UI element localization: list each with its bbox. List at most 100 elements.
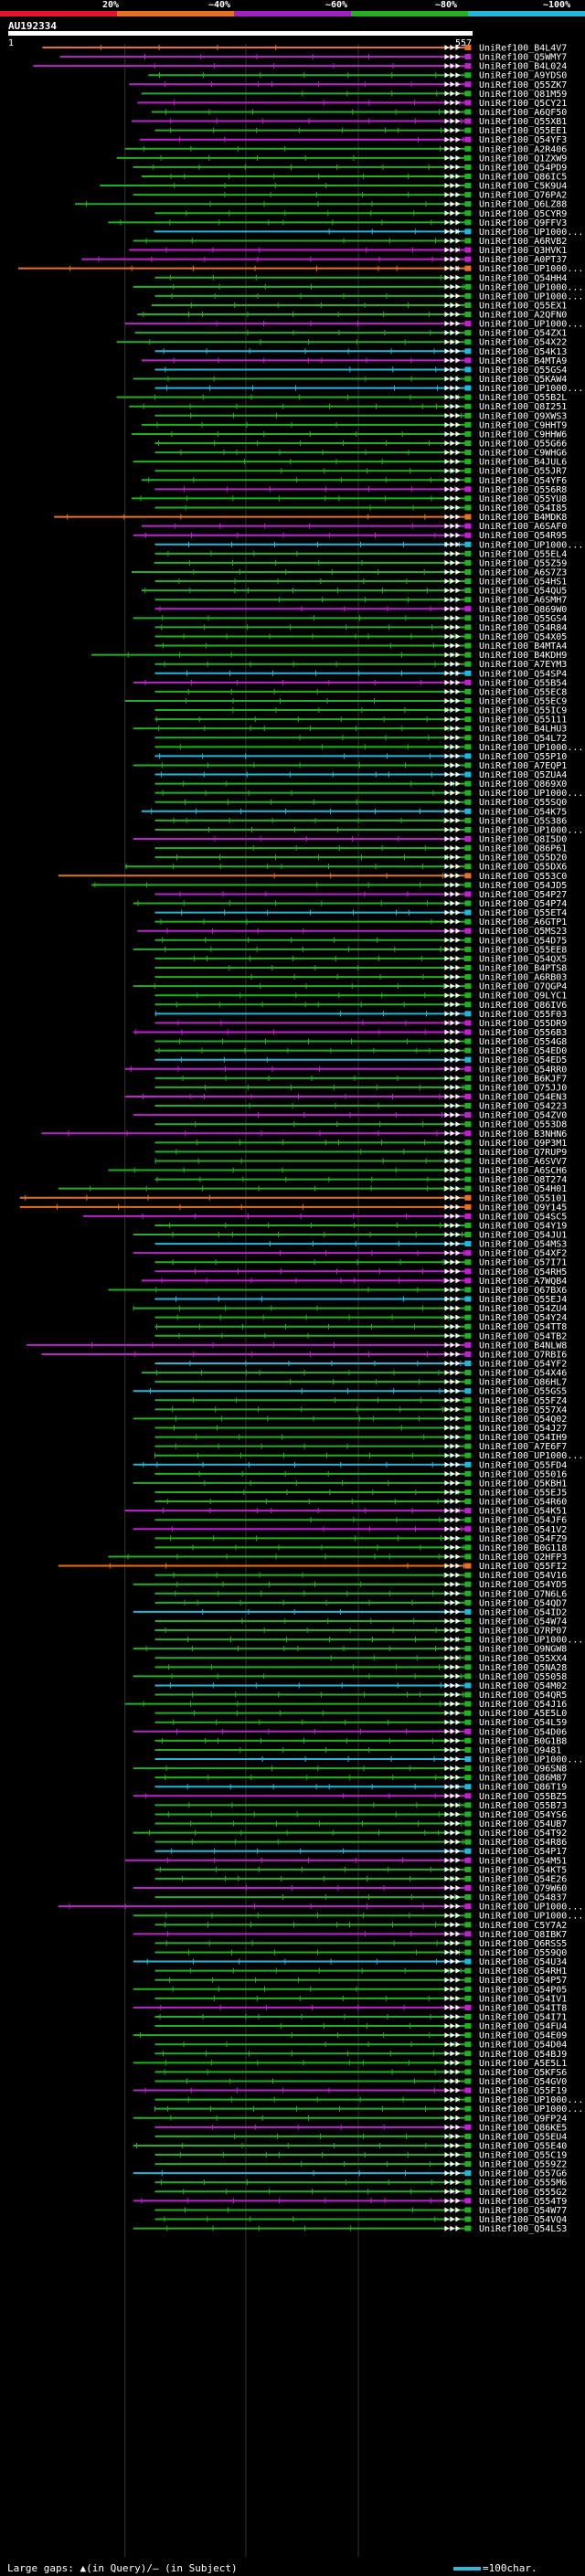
hit-row[interactable]: UniRef100_A6GTP1 (154, 917, 568, 928)
hit-row[interactable]: UniRef100_Q54J27 (154, 1424, 568, 1434)
hit-row[interactable]: UniRef100_Q54YS6 (154, 1810, 568, 1820)
hit-row[interactable]: UniRef100_Q55EC8 (154, 687, 568, 697)
hit-label[interactable]: UniRef100_Q54QD7 (479, 1598, 567, 1608)
hit-row[interactable]: UniRef100_B4L4V7 (42, 44, 567, 54)
hit-row[interactable]: UniRef100_Q54LS3 (133, 2224, 568, 2234)
hit-row[interactable]: UniRef100_B4MTA9 (141, 356, 567, 366)
hit-row[interactable]: UniRef100_Q54YF3 (140, 135, 567, 145)
hit-row[interactable]: UniRef100_Q54P05 (133, 1985, 568, 1995)
hit-label[interactable]: UniRef100_Q54FU4 (479, 2022, 567, 2032)
hit-row[interactable]: UniRef100_Q8I251 (129, 402, 567, 412)
hit-label[interactable]: UniRef100_Q55058 (479, 1672, 567, 1682)
hit-row[interactable]: UniRef100_Q54Y19 (154, 1221, 568, 1231)
hit-row[interactable]: UniRef100_Q55EC9 (124, 696, 568, 706)
hit-row[interactable]: UniRef100_Q54QD7 (154, 1598, 568, 1608)
hit-label[interactable]: UniRef100_UP1000... (479, 789, 583, 799)
hit-label[interactable]: UniRef100_B4L4V7 (479, 44, 567, 54)
hit-label[interactable]: UniRef100_Q54P05 (479, 1985, 567, 1995)
hit-row[interactable]: UniRef100_Q55FI2 (58, 1562, 568, 1572)
hit-row[interactable]: UniRef100_Q9NGW8 (133, 1645, 568, 1655)
hit-row[interactable]: UniRef100_Q55XB1 (131, 117, 567, 127)
hit-row[interactable]: UniRef100_Q54ED0 (154, 1046, 568, 1056)
hit-label[interactable]: UniRef100_UP1000... (479, 1636, 583, 1646)
hit-row[interactable]: UniRef100_Q54QR5 (154, 1691, 568, 1701)
hit-label[interactable]: UniRef100_Q86P61 (479, 844, 567, 854)
hit-label[interactable]: UniRef100_Q54X05 (479, 632, 567, 642)
hit-label[interactable]: UniRef100_Q55G66 (479, 440, 567, 450)
hit-row[interactable]: UniRef100_Q55XX4 (154, 1654, 568, 1664)
hit-label[interactable]: UniRef100_Q555M6 (479, 2178, 567, 2189)
hit-label[interactable]: UniRef100_Q55ZK7 (479, 80, 567, 90)
hit-label[interactable]: UniRef100_UP1000... (479, 384, 583, 394)
hit-label[interactable]: UniRef100_Q6LZ88 (479, 200, 567, 210)
hit-label[interactable]: UniRef100_Q54223 (479, 1102, 567, 1112)
hit-label[interactable]: UniRef100_Q54E26 (479, 1874, 567, 1884)
hit-label[interactable]: UniRef100_Q54D04 (479, 2041, 567, 2051)
hit-label[interactable]: UniRef100_Q54IT8 (479, 2003, 567, 2013)
hit-label[interactable]: UniRef100_Q55B73 (479, 1801, 567, 1811)
hit-row[interactable]: UniRef100_UP1000... (58, 1903, 584, 1913)
hit-row[interactable]: UniRef100_Q86IV6 (154, 1001, 568, 1011)
hit-row[interactable]: UniRef100_Q54ZV0 (133, 1111, 568, 1121)
hit-label[interactable]: UniRef100_Q3HVK1 (479, 246, 567, 256)
hit-label[interactable]: UniRef100_Q7RBI6 (479, 1350, 567, 1360)
hit-row[interactable]: UniRef100_Q5MS23 (137, 927, 567, 937)
hit-label[interactable]: UniRef100_Q7QGP4 (479, 982, 567, 992)
hit-label[interactable]: UniRef100_Q54X22 (479, 338, 567, 348)
hit-label[interactable]: UniRef100_Q55D20 (479, 853, 567, 864)
hit-row[interactable]: UniRef100_Q55B2L (116, 393, 568, 403)
hit-label[interactable]: UniRef100_Q55BZ5 (479, 1792, 567, 1802)
hit-label[interactable]: UniRef100_Q553D8 (479, 1120, 567, 1130)
hit-row[interactable]: UniRef100_Q86M87 (154, 1774, 568, 1784)
hit-row[interactable]: UniRef100_Q869X0 (154, 779, 568, 790)
hit-label[interactable]: UniRef100_Q9XWS3 (479, 411, 567, 421)
hit-row[interactable]: UniRef100_A6RVB2 (133, 237, 568, 247)
hit-row[interactable]: UniRef100_UP1000... (154, 384, 584, 394)
hit-label[interactable]: UniRef100_Q55P10 (479, 752, 567, 762)
hit-label[interactable]: UniRef100_UP1000... (479, 743, 583, 753)
hit-row[interactable]: UniRef100_Q7N6L6 (154, 1589, 568, 1599)
hit-label[interactable]: UniRef100_B4PTS8 (479, 964, 567, 974)
hit-row[interactable]: UniRef100_A7WQB4 (141, 1277, 567, 1287)
hit-label[interactable]: UniRef100_Q55F19 (479, 2086, 567, 2096)
hit-label[interactable]: UniRef100_Q8T274 (479, 1175, 567, 1185)
hit-label[interactable]: UniRef100_Q5MS23 (479, 927, 567, 937)
hit-row[interactable]: UniRef100_Q55ET4 (154, 908, 568, 918)
hit-label[interactable]: UniRef100_Q54LS3 (479, 2224, 567, 2234)
hit-row[interactable]: UniRef100_Q55B54 (133, 678, 568, 688)
hit-label[interactable]: UniRef100_Q54W74 (479, 1617, 567, 1627)
hit-label[interactable]: UniRef100_A6SAF0 (479, 522, 567, 532)
hit-row[interactable]: UniRef100_UP1000... (154, 2095, 584, 2105)
hit-row[interactable]: UniRef100_Q5KFS6 (154, 2068, 568, 2078)
hit-label[interactable]: UniRef100_Q8I5D0 (479, 835, 567, 845)
hit-row[interactable]: UniRef100_Q9FFV3 (108, 218, 567, 228)
hit-label[interactable]: UniRef100_Q55EC9 (479, 696, 567, 706)
hit-row[interactable]: UniRef100_Q54SP4 (154, 669, 568, 679)
hit-label[interactable]: UniRef100_UP1000... (479, 282, 583, 292)
hit-label[interactable]: UniRef100_Q54P17 (479, 1847, 567, 1857)
hit-row[interactable]: UniRef100_Q54L59 (154, 1718, 568, 1728)
hit-label[interactable]: UniRef100_C9HHW6 (479, 429, 567, 440)
hit-label[interactable]: UniRef100_A6SVV7 (479, 1157, 567, 1167)
hit-row[interactable]: UniRef100_Q54SC5 (83, 1212, 567, 1222)
hit-row[interactable]: UniRef100_Q54E26 (154, 1874, 568, 1884)
hit-label[interactable]: UniRef100_Q54FZ9 (479, 1534, 567, 1544)
hit-label[interactable]: UniRef100_UP1000... (479, 320, 583, 330)
hit-row[interactable]: UniRef100_Q55YU8 (131, 494, 567, 504)
hit-label[interactable]: UniRef100_Q54M02 (479, 1681, 567, 1691)
hit-row[interactable]: UniRef100_A5E5L1 (133, 2059, 568, 2069)
hit-label[interactable]: UniRef100_Q55SQ0 (479, 798, 567, 808)
hit-label[interactable]: UniRef100_Q9481 (479, 1745, 561, 1755)
hit-row[interactable]: UniRef100_UP1000... (133, 1912, 584, 1922)
hit-label[interactable]: UniRef100_Q54BJ9 (479, 2050, 567, 2060)
hit-label[interactable]: UniRef100_Q7N6L6 (479, 1589, 567, 1599)
hit-row[interactable]: UniRef100_UP1000... (154, 2104, 584, 2115)
hit-label[interactable]: UniRef100_Q54YF2 (479, 1360, 567, 1370)
hit-label[interactable]: UniRef100_Q9NGW8 (479, 1645, 567, 1655)
hit-row[interactable]: UniRef100_Q6RSS5 (154, 1939, 568, 1949)
hit-label[interactable]: UniRef100_Q55EU4 (479, 2132, 567, 2142)
hit-row[interactable]: UniRef100_Q54R95 (133, 531, 568, 541)
hit-label[interactable]: UniRef100_Q54YD5 (479, 1580, 567, 1590)
hit-row[interactable]: UniRef100_Q54TT8 (154, 1322, 568, 1332)
hit-label[interactable]: UniRef100_A7WQB4 (479, 1277, 567, 1287)
